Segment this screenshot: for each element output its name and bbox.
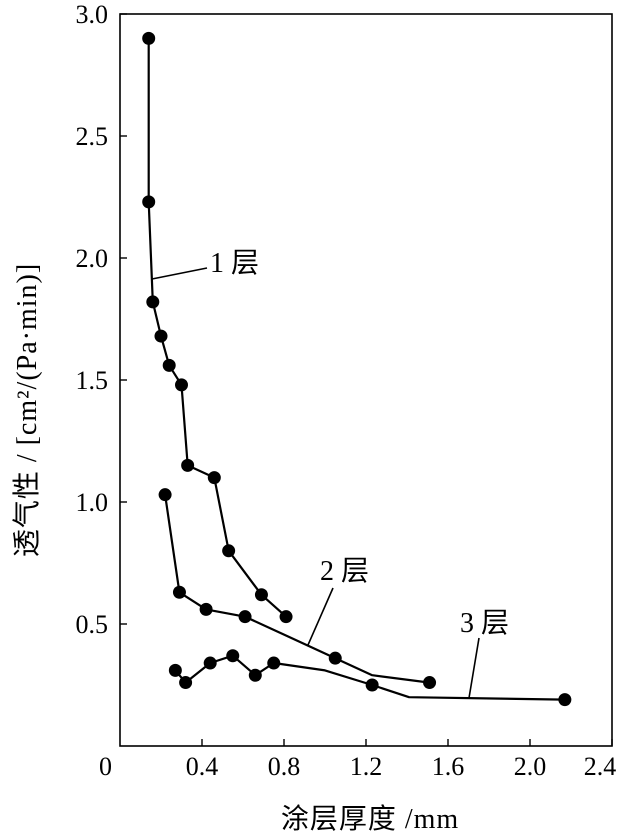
series-1-marker bbox=[154, 329, 168, 343]
y-tick-label: 1.5 bbox=[76, 366, 109, 395]
x-tick-label: 0.8 bbox=[268, 752, 301, 781]
series-1-marker bbox=[175, 378, 188, 392]
y-tick-label: 3.0 bbox=[76, 0, 109, 29]
series-3-marker bbox=[179, 676, 193, 690]
series-3-marker bbox=[226, 649, 240, 663]
series-layer bbox=[142, 31, 572, 707]
series-1-marker bbox=[279, 610, 293, 624]
y-tick-label: 2.0 bbox=[76, 244, 109, 273]
series-1-marker bbox=[162, 358, 176, 372]
series-2-marker bbox=[172, 585, 186, 599]
series-1-marker bbox=[142, 195, 156, 209]
y-axis: 0.5 1.0 1.5 2.0 2.5 3.0 bbox=[76, 0, 127, 639]
series-3-marker bbox=[168, 663, 182, 677]
x-axis: 0.4 0.8 1.2 1.6 2.0 2.4 bbox=[186, 739, 617, 781]
series-2-line bbox=[164, 493, 431, 684]
y-tick-label: 2.5 bbox=[76, 122, 109, 151]
x-axis-title: 涂层厚度 /mm bbox=[281, 803, 459, 835]
series-1-marker bbox=[222, 544, 236, 558]
series-3-marker bbox=[203, 656, 217, 670]
series-2-marker bbox=[199, 602, 213, 616]
series-3-leader-line bbox=[468, 637, 480, 699]
series-2-marker bbox=[328, 651, 342, 665]
series-2-marker bbox=[423, 676, 437, 690]
series-2-marker bbox=[238, 610, 252, 624]
series-1-marker bbox=[142, 31, 156, 45]
x-tick-label: 1.6 bbox=[432, 752, 465, 781]
plot-frame bbox=[119, 13, 613, 747]
series-2-label: 2 层 bbox=[320, 556, 369, 587]
series-3-marker bbox=[365, 678, 379, 692]
series-1-label: 1 层 bbox=[210, 248, 259, 279]
y-tick-label: 1.0 bbox=[76, 488, 109, 517]
x-tick-label: 0.4 bbox=[186, 752, 219, 781]
origin-label: 0 bbox=[99, 752, 112, 781]
series-3-marker bbox=[267, 656, 281, 670]
y-tick-label: 0.5 bbox=[76, 610, 109, 639]
series-1-marker bbox=[181, 458, 195, 472]
x-tick-label: 2.4 bbox=[584, 752, 617, 781]
series-1-marker bbox=[207, 471, 221, 485]
series-1-leader-line bbox=[151, 267, 208, 280]
series-1-marker bbox=[254, 588, 268, 602]
x-tick-label: 1.2 bbox=[350, 752, 383, 781]
series-3-marker bbox=[558, 693, 572, 707]
series-3-label: 3 层 bbox=[460, 608, 509, 639]
series-3-marker bbox=[248, 668, 262, 682]
y-axis-title: 透气性 / [cm²/(Pa·min)] bbox=[11, 263, 43, 557]
x-tick-label: 2.0 bbox=[514, 752, 547, 781]
series-2-leader-line bbox=[307, 587, 334, 646]
series-3-line bbox=[174, 654, 567, 701]
series-1-marker bbox=[146, 295, 160, 309]
series-2-marker bbox=[158, 488, 172, 502]
series-labels: 1 层 2 层 3 层 bbox=[151, 248, 509, 699]
